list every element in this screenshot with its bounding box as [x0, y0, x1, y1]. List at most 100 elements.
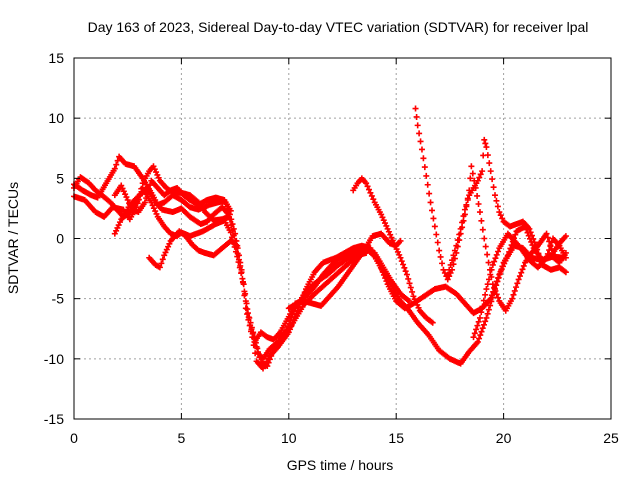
- chart-title: Day 163 of 2023, Sidereal Day-to-day VTE…: [88, 19, 589, 35]
- data-point: [156, 264, 163, 271]
- data-point: [461, 206, 468, 213]
- data-point: [437, 253, 444, 260]
- data-point: [510, 291, 517, 298]
- y-axis-label: SDTVAR / TECUs: [5, 182, 21, 294]
- data-point: [495, 294, 502, 301]
- data-point: [478, 217, 485, 224]
- data-point: [436, 247, 443, 254]
- data-point: [484, 152, 491, 159]
- y-tick-label: -15: [44, 411, 64, 427]
- data-point: [474, 177, 481, 184]
- data-point: [492, 287, 499, 294]
- data-point: [463, 201, 470, 208]
- data-point: [237, 262, 244, 269]
- series-track-1: [71, 184, 567, 367]
- data-point: [491, 258, 498, 265]
- data-point: [406, 280, 413, 287]
- series-track-10: [412, 105, 569, 314]
- data-point: [474, 192, 481, 199]
- data-point: [479, 325, 486, 332]
- data-point: [518, 269, 525, 276]
- x-tick-label: 15: [388, 430, 404, 446]
- data-point: [480, 297, 487, 304]
- data-point: [487, 295, 494, 302]
- data-point: [228, 222, 235, 229]
- data-point: [506, 248, 513, 255]
- data-point: [113, 161, 120, 168]
- data-point: [409, 288, 416, 295]
- data-point: [516, 273, 523, 280]
- data-point: [476, 174, 483, 181]
- axis-ticks: [73, 57, 612, 420]
- data-point: [248, 326, 255, 333]
- data-point: [562, 269, 569, 276]
- data-point: [473, 326, 480, 333]
- data-point: [397, 254, 404, 261]
- data-point: [562, 254, 569, 261]
- data-point: [412, 105, 419, 112]
- data-point: [492, 255, 499, 262]
- data-point: [367, 189, 374, 196]
- series-track-6: [146, 228, 241, 271]
- data-points: [71, 105, 569, 372]
- data-point: [136, 191, 143, 198]
- data-point: [447, 261, 454, 268]
- data-point: [449, 257, 456, 264]
- data-point: [512, 231, 519, 238]
- data-point: [485, 259, 492, 266]
- data-point: [453, 242, 460, 249]
- y-tick-label: 10: [48, 110, 64, 126]
- data-point: [417, 138, 424, 145]
- data-point: [365, 186, 372, 193]
- data-point: [405, 275, 412, 282]
- data-point: [265, 359, 272, 366]
- x-tick-label: 20: [496, 430, 512, 446]
- data-point: [514, 280, 521, 287]
- data-point: [159, 256, 166, 263]
- series-track-5: [111, 163, 232, 237]
- data-point: [478, 309, 485, 316]
- data-point: [489, 261, 496, 268]
- y-tick-label: -10: [44, 351, 64, 367]
- x-tick-label: 5: [178, 430, 186, 446]
- y-tick-label: 15: [48, 50, 64, 66]
- data-point: [513, 284, 520, 291]
- data-point: [489, 176, 496, 183]
- data-point: [527, 229, 534, 236]
- data-point: [499, 215, 506, 222]
- data-point: [413, 113, 420, 120]
- data-point: [269, 349, 276, 356]
- data-point: [488, 266, 495, 273]
- data-point: [459, 219, 466, 226]
- data-point: [483, 286, 490, 293]
- data-point: [421, 164, 428, 171]
- data-point: [397, 237, 404, 244]
- data-point: [479, 168, 486, 175]
- data-point: [431, 223, 438, 230]
- data-point: [489, 281, 496, 288]
- data-point: [470, 334, 477, 341]
- data-point: [507, 245, 514, 252]
- data-point: [547, 243, 554, 250]
- x-tick-labels: 0 5 10 15 20 25: [70, 430, 619, 446]
- y-tick-labels: -15 -10 -5 0 5 10 15: [44, 50, 64, 427]
- data-point: [520, 262, 527, 269]
- y-tick-label: -5: [52, 291, 65, 307]
- data-point: [414, 122, 421, 129]
- data-point: [480, 321, 487, 328]
- data-point: [126, 200, 133, 207]
- series-track-9: [350, 175, 436, 326]
- data-point: [407, 284, 414, 291]
- data-point: [475, 318, 482, 325]
- data-point: [158, 260, 165, 267]
- data-point: [544, 234, 551, 241]
- data-point: [483, 314, 490, 321]
- data-point: [497, 212, 504, 219]
- y-tick-label: 0: [56, 231, 64, 247]
- data-point: [234, 242, 241, 249]
- data-point: [370, 196, 377, 203]
- data-point: [476, 335, 483, 342]
- data-point: [468, 163, 475, 170]
- data-point: [416, 130, 423, 137]
- data-point: [481, 235, 488, 242]
